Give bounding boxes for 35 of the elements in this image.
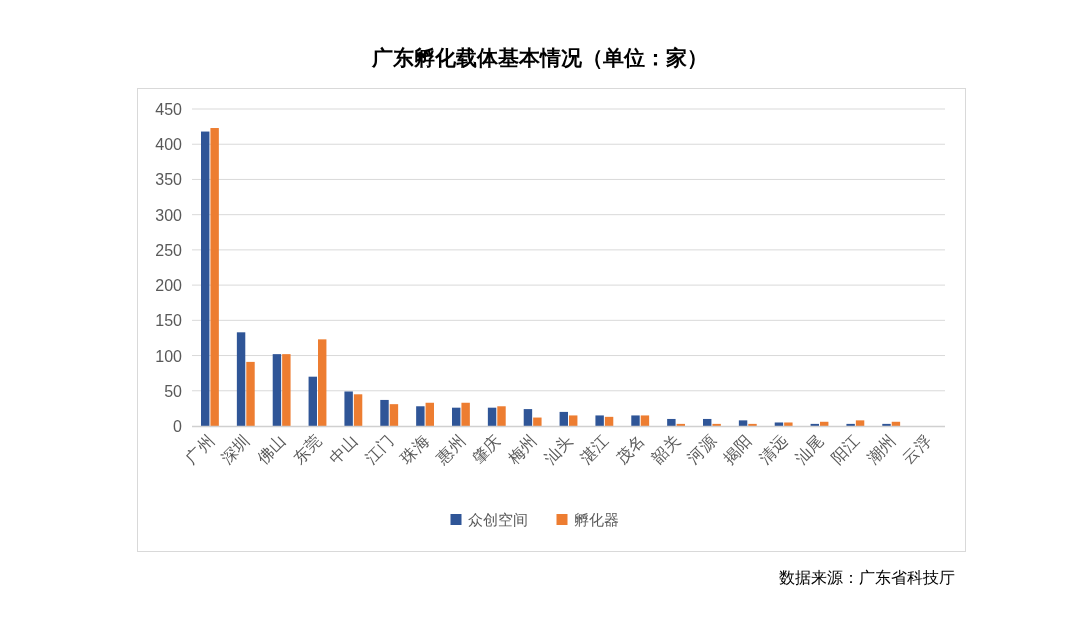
y-tick-label: 0 bbox=[173, 418, 182, 435]
y-tick-label: 50 bbox=[164, 382, 182, 400]
x-tick-label: 佛山 bbox=[254, 432, 289, 467]
x-tick-label: 河源 bbox=[684, 432, 720, 467]
x-tick-label: 湛江 bbox=[576, 432, 612, 467]
y-tick-label: 200 bbox=[155, 277, 182, 295]
y-tick-label: 350 bbox=[155, 171, 182, 189]
x-tick-label: 茂名 bbox=[612, 432, 648, 467]
x-tick-label: 潮州 bbox=[863, 432, 899, 467]
y-tick-label: 300 bbox=[155, 206, 182, 224]
x-tick-label: 广州 bbox=[182, 432, 218, 467]
x-tick-label: 深圳 bbox=[218, 432, 253, 467]
x-tick-label: 东莞 bbox=[289, 432, 325, 467]
x-tick-label: 揭阳 bbox=[720, 432, 755, 467]
x-tick-label: 中山 bbox=[325, 432, 361, 467]
x-tick-label: 阳江 bbox=[827, 432, 863, 467]
annotation: 数据来源：广东省科技厅 bbox=[779, 569, 955, 586]
x-tick-label: 清远 bbox=[756, 432, 791, 467]
x-tick-label: 汕尾 bbox=[791, 432, 827, 467]
y-tick-label: 400 bbox=[155, 136, 182, 154]
x-tick-label: 汕头 bbox=[540, 432, 576, 467]
x-tick-label: 珠海 bbox=[397, 432, 433, 467]
y-tick-label: 250 bbox=[155, 241, 182, 259]
y-tick-label: 100 bbox=[155, 347, 182, 365]
x-tick-label: 梅州 bbox=[505, 432, 540, 467]
x-tick-label: 惠州 bbox=[433, 432, 469, 467]
x-tick-label: 江门 bbox=[361, 432, 397, 467]
x-tick-label: 云浮 bbox=[899, 432, 935, 467]
x-tick-label: 肇庆 bbox=[469, 432, 504, 467]
legend-label: 众创空间 bbox=[467, 511, 528, 528]
y-tick-label: 150 bbox=[155, 312, 182, 330]
x-tick-label: 韶关 bbox=[648, 432, 684, 467]
title: 广东孵化载体基本情况（单位：家） bbox=[372, 46, 708, 70]
y-tick-label: 450 bbox=[155, 101, 182, 118]
legend-label: 孵化器 bbox=[573, 511, 619, 528]
